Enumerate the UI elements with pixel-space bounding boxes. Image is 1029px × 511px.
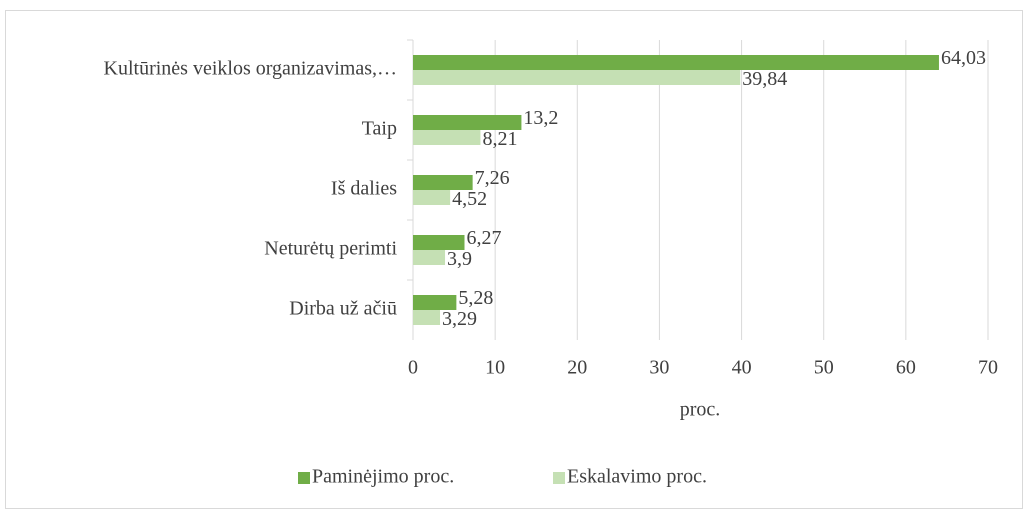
value-label: 13,2 [523, 107, 558, 129]
y-tick-label: Taip [362, 118, 397, 140]
value-label: 39,84 [742, 68, 787, 90]
y-tick-label: Kultūrinės veiklos organizavimas,… [104, 58, 397, 80]
value-label: 3,9 [447, 248, 472, 270]
value-label: 8,21 [482, 128, 517, 150]
bar [413, 250, 446, 265]
legend-swatch [298, 472, 310, 484]
x-tick-label: 20 [567, 357, 587, 379]
value-label: 7,26 [475, 167, 510, 189]
x-tick-label: 0 [408, 357, 418, 379]
bar [413, 70, 741, 85]
x-tick-label: 60 [896, 357, 916, 379]
bar [413, 130, 481, 145]
x-tick-label: 70 [978, 357, 998, 379]
legend-label: Paminėjimo proc. [312, 466, 454, 488]
bar [413, 55, 939, 70]
y-tick-label: Dirba už ačiū [289, 298, 397, 320]
legend-label: Eskalavimo proc. [567, 466, 707, 488]
chart-border [5, 10, 1023, 509]
x-tick-label: 10 [485, 357, 505, 379]
x-tick-label: 30 [649, 357, 669, 379]
x-tick-label: 50 [814, 357, 834, 379]
value-label: 64,03 [941, 47, 986, 69]
value-label: 4,52 [452, 188, 487, 210]
value-label: 5,28 [458, 287, 493, 309]
x-axis-label: proc. [680, 399, 721, 421]
y-tick-label: Iš dalies [331, 178, 397, 200]
legend-swatch [553, 472, 565, 484]
value-label: 6,27 [467, 227, 502, 249]
x-tick-label: 40 [732, 357, 752, 379]
bar [413, 310, 441, 325]
bar [413, 235, 465, 250]
bar [413, 295, 457, 310]
value-label: 3,29 [442, 308, 477, 330]
y-tick-label: Neturėtų perimti [264, 238, 397, 260]
bar [413, 115, 522, 130]
bar [413, 175, 473, 190]
bar [413, 190, 451, 205]
